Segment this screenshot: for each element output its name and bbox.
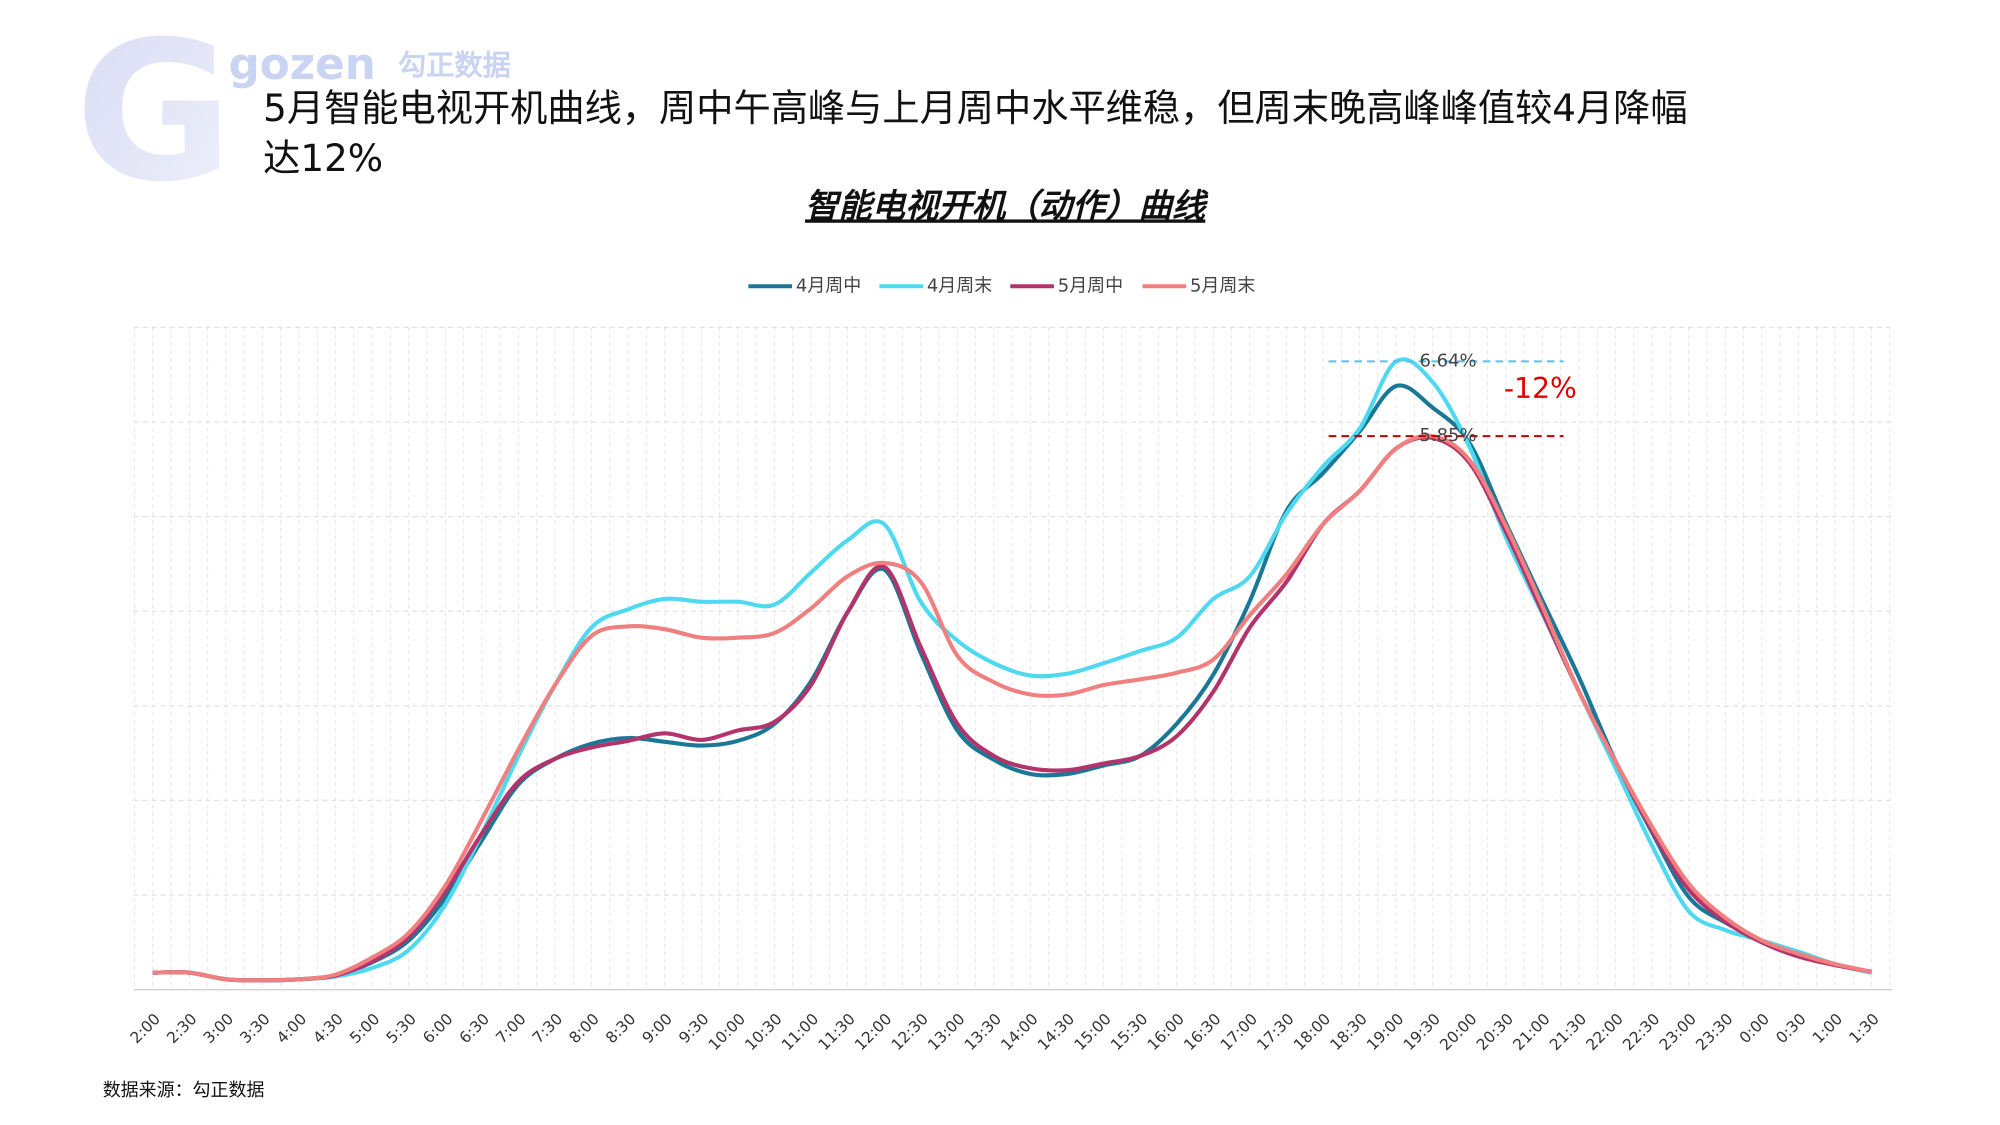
x-tick-label: 8:00 (566, 1010, 603, 1047)
chart-subtitle: 智能电视开机（动作）曲线 (805, 186, 1209, 225)
x-tick-label: 10:30 (742, 1010, 786, 1054)
title-line: 达12% (263, 136, 383, 180)
title-line: 5月智能电视开机曲线，周中午高峰与上月周中水平维稳，但周末晚高峰峰值较4月降幅 (263, 86, 1687, 130)
x-tick-label: 16:00 (1144, 1010, 1188, 1054)
legend-label: 4月周中 (796, 275, 861, 296)
x-tick-label: 17:00 (1217, 1010, 1261, 1054)
x-tick-label: 6:00 (419, 1010, 456, 1047)
x-tick-label: 23:30 (1692, 1010, 1736, 1054)
x-tick-label: 14:30 (1034, 1010, 1078, 1054)
x-tick-label: 0:30 (1772, 1010, 1809, 1047)
x-tick-label: 21:00 (1510, 1010, 1554, 1054)
x-tick-label: 19:30 (1400, 1010, 1444, 1054)
x-tick-label: 20:30 (1473, 1010, 1517, 1054)
x-tick-label: 7:30 (529, 1010, 566, 1047)
x-tick-label: 4:00 (273, 1010, 310, 1047)
x-tick-label: 15:30 (1107, 1010, 1151, 1054)
x-tick-label: 20:00 (1436, 1010, 1480, 1054)
x-tick-label: 16:30 (1180, 1010, 1224, 1054)
change-label: -12% (1504, 372, 1577, 405)
x-tick-label: 9:00 (639, 1010, 676, 1047)
x-tick-label: 1:30 (1846, 1010, 1883, 1047)
x-tick-label: 18:30 (1327, 1010, 1371, 1054)
x-tick-label: 0:00 (1736, 1010, 1773, 1047)
x-tick-label: 2:30 (163, 1010, 200, 1047)
x-tick-label: 22:30 (1619, 1010, 1663, 1054)
x-tick-label: 8:30 (602, 1010, 639, 1047)
logo-brand: gozen (229, 39, 376, 90)
x-tick-label: 7:00 (492, 1010, 529, 1047)
x-tick-label: 23:00 (1656, 1010, 1700, 1054)
x-tick-label: 2:00 (127, 1010, 164, 1047)
source: 数据来源：勾正数据 (103, 1080, 265, 1101)
x-tick-label: 3:00 (200, 1010, 237, 1047)
x-tick-label: 17:30 (1254, 1010, 1298, 1054)
x-tick-label: 10:00 (705, 1010, 749, 1054)
x-tick-label: 12:00 (851, 1010, 895, 1054)
series-line (152, 433, 1873, 983)
x-tick-label: 18:00 (1290, 1010, 1334, 1054)
annotation-label: 6.64% (1419, 350, 1476, 371)
x-tick-label: 5:00 (346, 1010, 383, 1047)
legend-label: 5月周末 (1190, 275, 1255, 296)
x-tick-label: 14:00 (998, 1010, 1042, 1054)
x-tick-label: 15:00 (1071, 1010, 1115, 1054)
x-tick-label: 19:00 (1363, 1010, 1407, 1054)
x-tick-label: 11:00 (778, 1010, 822, 1054)
legend-label: 5月周中 (1058, 275, 1123, 296)
series-line (152, 383, 1873, 983)
x-tick-label: 5:30 (383, 1010, 420, 1047)
legend-label: 4月周末 (927, 275, 992, 296)
x-tick-label: 22:00 (1583, 1010, 1627, 1054)
x-tick-label: 4:30 (310, 1010, 347, 1047)
x-tick-label: 13:30 (961, 1010, 1005, 1054)
x-tick-label: 12:30 (888, 1010, 932, 1054)
x-tick-label: 3:30 (236, 1010, 273, 1047)
x-tick-label: 21:30 (1546, 1010, 1590, 1054)
x-tick-label: 6:30 (456, 1010, 493, 1047)
x-tick-label: 11:30 (815, 1010, 859, 1054)
x-tick-label: 1:00 (1809, 1010, 1846, 1047)
logo-letter: G (75, 1, 233, 225)
annotation-label: 5.85% (1419, 425, 1476, 446)
x-tick-label: 13:00 (924, 1010, 968, 1054)
logo-brand-cn: 勾正数据 (398, 49, 511, 82)
